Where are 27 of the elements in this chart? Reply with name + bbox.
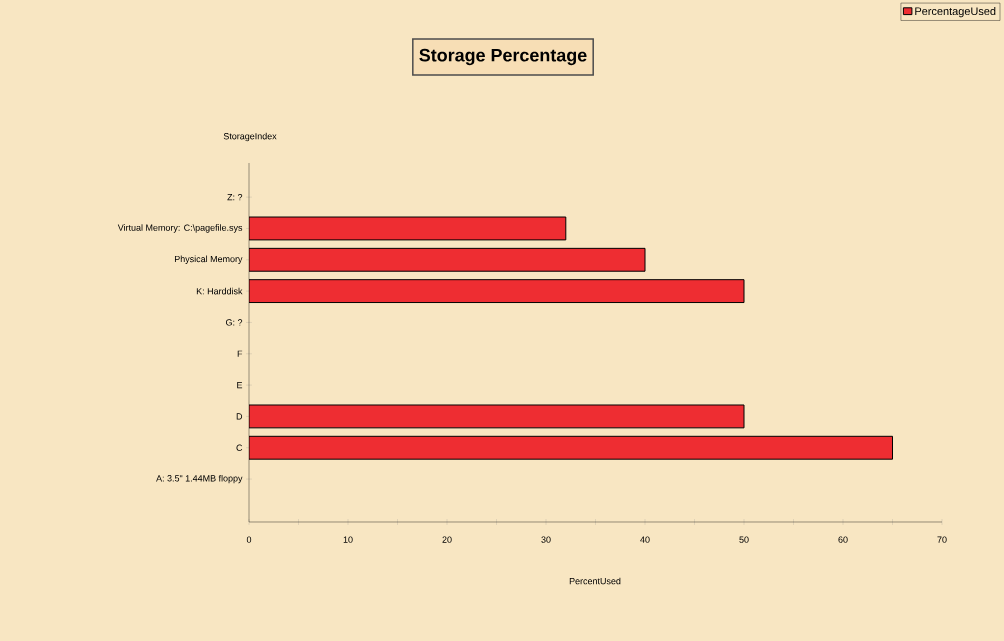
chart-title: Storage Percentage <box>419 48 587 66</box>
y-tick-label: C <box>236 444 243 451</box>
x-tick-label: 30 <box>541 536 551 543</box>
bar <box>249 279 745 304</box>
y-tick-label: Z: ? <box>227 194 243 201</box>
x-tick-label: 70 <box>937 536 947 543</box>
x-tick-label: 40 <box>640 536 650 543</box>
legend-label: PercentageUsed <box>915 7 996 18</box>
x-tick-label: 10 <box>343 536 353 543</box>
x-tick-label: 0 <box>246 536 252 543</box>
y-axis-title: StorageIndex <box>223 132 277 142</box>
x-tick-label: 50 <box>739 536 749 543</box>
x-tick-label: 60 <box>838 536 848 543</box>
x-axis-title: PercentUsed <box>569 577 621 585</box>
y-tick-label: Physical Memory <box>174 255 243 264</box>
y-tick-label: E <box>237 382 243 389</box>
x-tick-label: 20 <box>442 536 452 543</box>
y-tick-label: G: ? <box>226 319 243 326</box>
bar <box>249 216 567 241</box>
y-tick-label: K: Harddisk <box>196 287 243 295</box>
y-tick-label: A: 3.5" 1.44MB floppy <box>156 474 243 484</box>
bar <box>249 435 893 460</box>
y-tick-label: Virtual Memory: C:\pagefile.sys <box>117 224 243 233</box>
bar <box>249 404 745 429</box>
y-tick-label: D <box>236 413 243 420</box>
y-tick-label: F <box>237 350 243 357</box>
bar <box>249 247 646 272</box>
